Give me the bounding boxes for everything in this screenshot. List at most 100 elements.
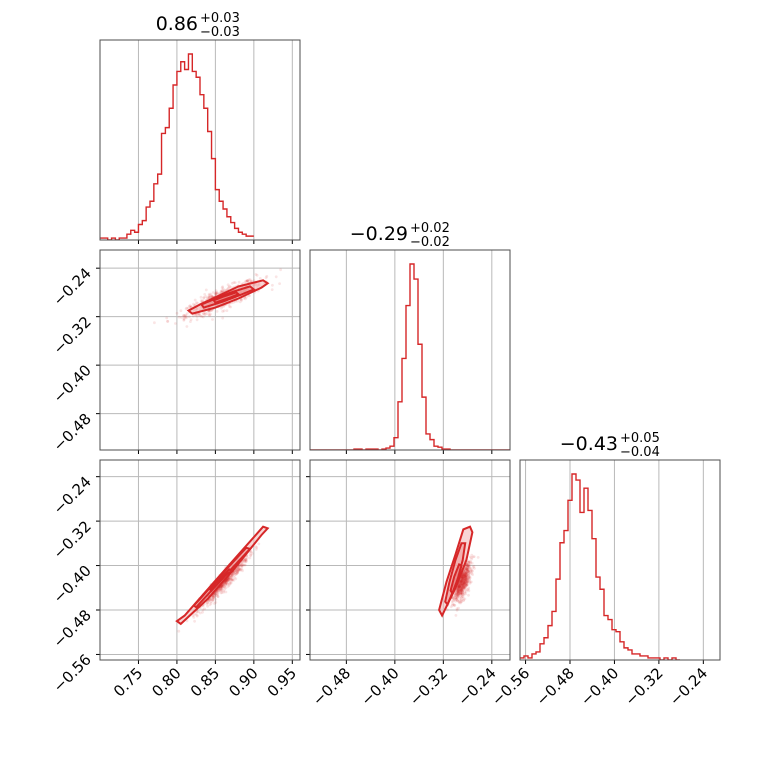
sample-point — [209, 598, 213, 602]
sample-point — [465, 581, 469, 584]
sample-point — [456, 590, 460, 594]
hist-p2-xtick-label: −0.56 — [488, 664, 533, 709]
sample-point — [468, 575, 472, 578]
sample-point — [208, 294, 212, 298]
title-err-plus: +0.03 — [200, 11, 240, 26]
sample-point — [274, 275, 278, 279]
sample-point — [245, 556, 249, 560]
sample-point — [234, 569, 238, 573]
sample-point — [219, 588, 223, 591]
sample-point — [467, 562, 471, 566]
sample-point — [464, 575, 468, 579]
sample-point — [222, 585, 226, 589]
sample-point — [225, 578, 229, 582]
hist-p2-xtick-label: −0.40 — [577, 664, 622, 709]
sample-point — [219, 290, 223, 293]
sample-point — [460, 579, 464, 582]
sample-point — [228, 582, 232, 586]
sample-point — [460, 587, 464, 591]
sample-point — [225, 580, 229, 584]
sample-point — [222, 309, 226, 313]
sample-point — [220, 588, 224, 591]
sample-point — [452, 597, 456, 601]
sample-point — [208, 296, 212, 300]
sample-point — [224, 580, 228, 583]
sample-point — [462, 593, 466, 597]
sample-point — [461, 587, 465, 591]
sample-point — [460, 576, 464, 580]
sample-point — [206, 296, 209, 300]
sample-point — [459, 581, 463, 584]
sample-point — [468, 579, 471, 582]
hist-line-p2 — [520, 473, 680, 660]
sample-point — [460, 580, 464, 584]
hist-panel-p0: 0.86 +0.03−0.03 — [99, 11, 301, 244]
sample-point — [458, 588, 462, 592]
sample-point — [226, 577, 230, 580]
sample-point — [463, 576, 466, 580]
sample-point — [464, 571, 468, 575]
hist-panel-p1: −0.29 +0.02−0.02 — [309, 221, 511, 454]
sample-point — [467, 586, 471, 590]
sample-point — [464, 566, 467, 570]
sample-point — [452, 604, 456, 607]
sample-point — [232, 578, 236, 582]
sample-point — [462, 581, 466, 584]
sample-point — [250, 279, 254, 283]
sample-point — [465, 583, 469, 587]
sample-point — [460, 583, 463, 586]
sample-point — [236, 570, 240, 573]
sample-point — [453, 594, 457, 597]
sample-point — [452, 603, 456, 606]
title-p1: −0.29 +0.02−0.02 — [350, 221, 450, 250]
sample-point — [459, 593, 463, 596]
sample-point — [467, 560, 471, 564]
sample-point — [456, 585, 460, 589]
sample-point — [228, 576, 231, 580]
sample-point — [182, 318, 186, 321]
sample-point — [228, 284, 232, 288]
sample-point — [460, 585, 464, 589]
sample-point — [238, 564, 242, 567]
sample-point — [465, 580, 468, 584]
sample-point — [218, 587, 222, 590]
sample-point — [451, 596, 455, 600]
sample-point — [462, 577, 466, 581]
sample-point — [467, 593, 470, 597]
sample-point — [460, 589, 464, 593]
sample-point — [223, 585, 226, 589]
sample-point — [453, 592, 457, 596]
sample-point — [195, 301, 198, 305]
sample-point — [464, 583, 467, 587]
sample-point — [465, 574, 469, 577]
sample-point — [232, 574, 236, 578]
sample-point — [221, 584, 224, 588]
sample-point — [457, 586, 461, 589]
sample-point — [237, 568, 241, 571]
sample-point — [457, 584, 461, 588]
sample-point — [459, 587, 463, 591]
sample-point — [182, 317, 186, 320]
sample-point — [239, 562, 243, 566]
sample-point — [460, 575, 464, 579]
sample-point — [457, 585, 461, 589]
sample-point — [206, 601, 210, 605]
sample-point — [461, 582, 464, 585]
sample-point — [456, 588, 459, 592]
sample-point — [209, 602, 213, 605]
sample-point — [212, 596, 216, 600]
sample-point — [462, 585, 466, 589]
sample-point — [245, 559, 248, 563]
sample-point — [463, 574, 467, 577]
sample-point — [258, 277, 262, 280]
sample-point — [459, 595, 463, 598]
sample-point — [473, 567, 476, 570]
sample-point — [207, 310, 211, 314]
sample-point — [464, 575, 467, 579]
sample-point — [213, 602, 216, 605]
sample-point — [469, 560, 472, 564]
sample-point — [459, 584, 462, 587]
sample-point — [464, 575, 468, 579]
sample-point — [455, 592, 459, 596]
sample-point — [459, 585, 462, 589]
